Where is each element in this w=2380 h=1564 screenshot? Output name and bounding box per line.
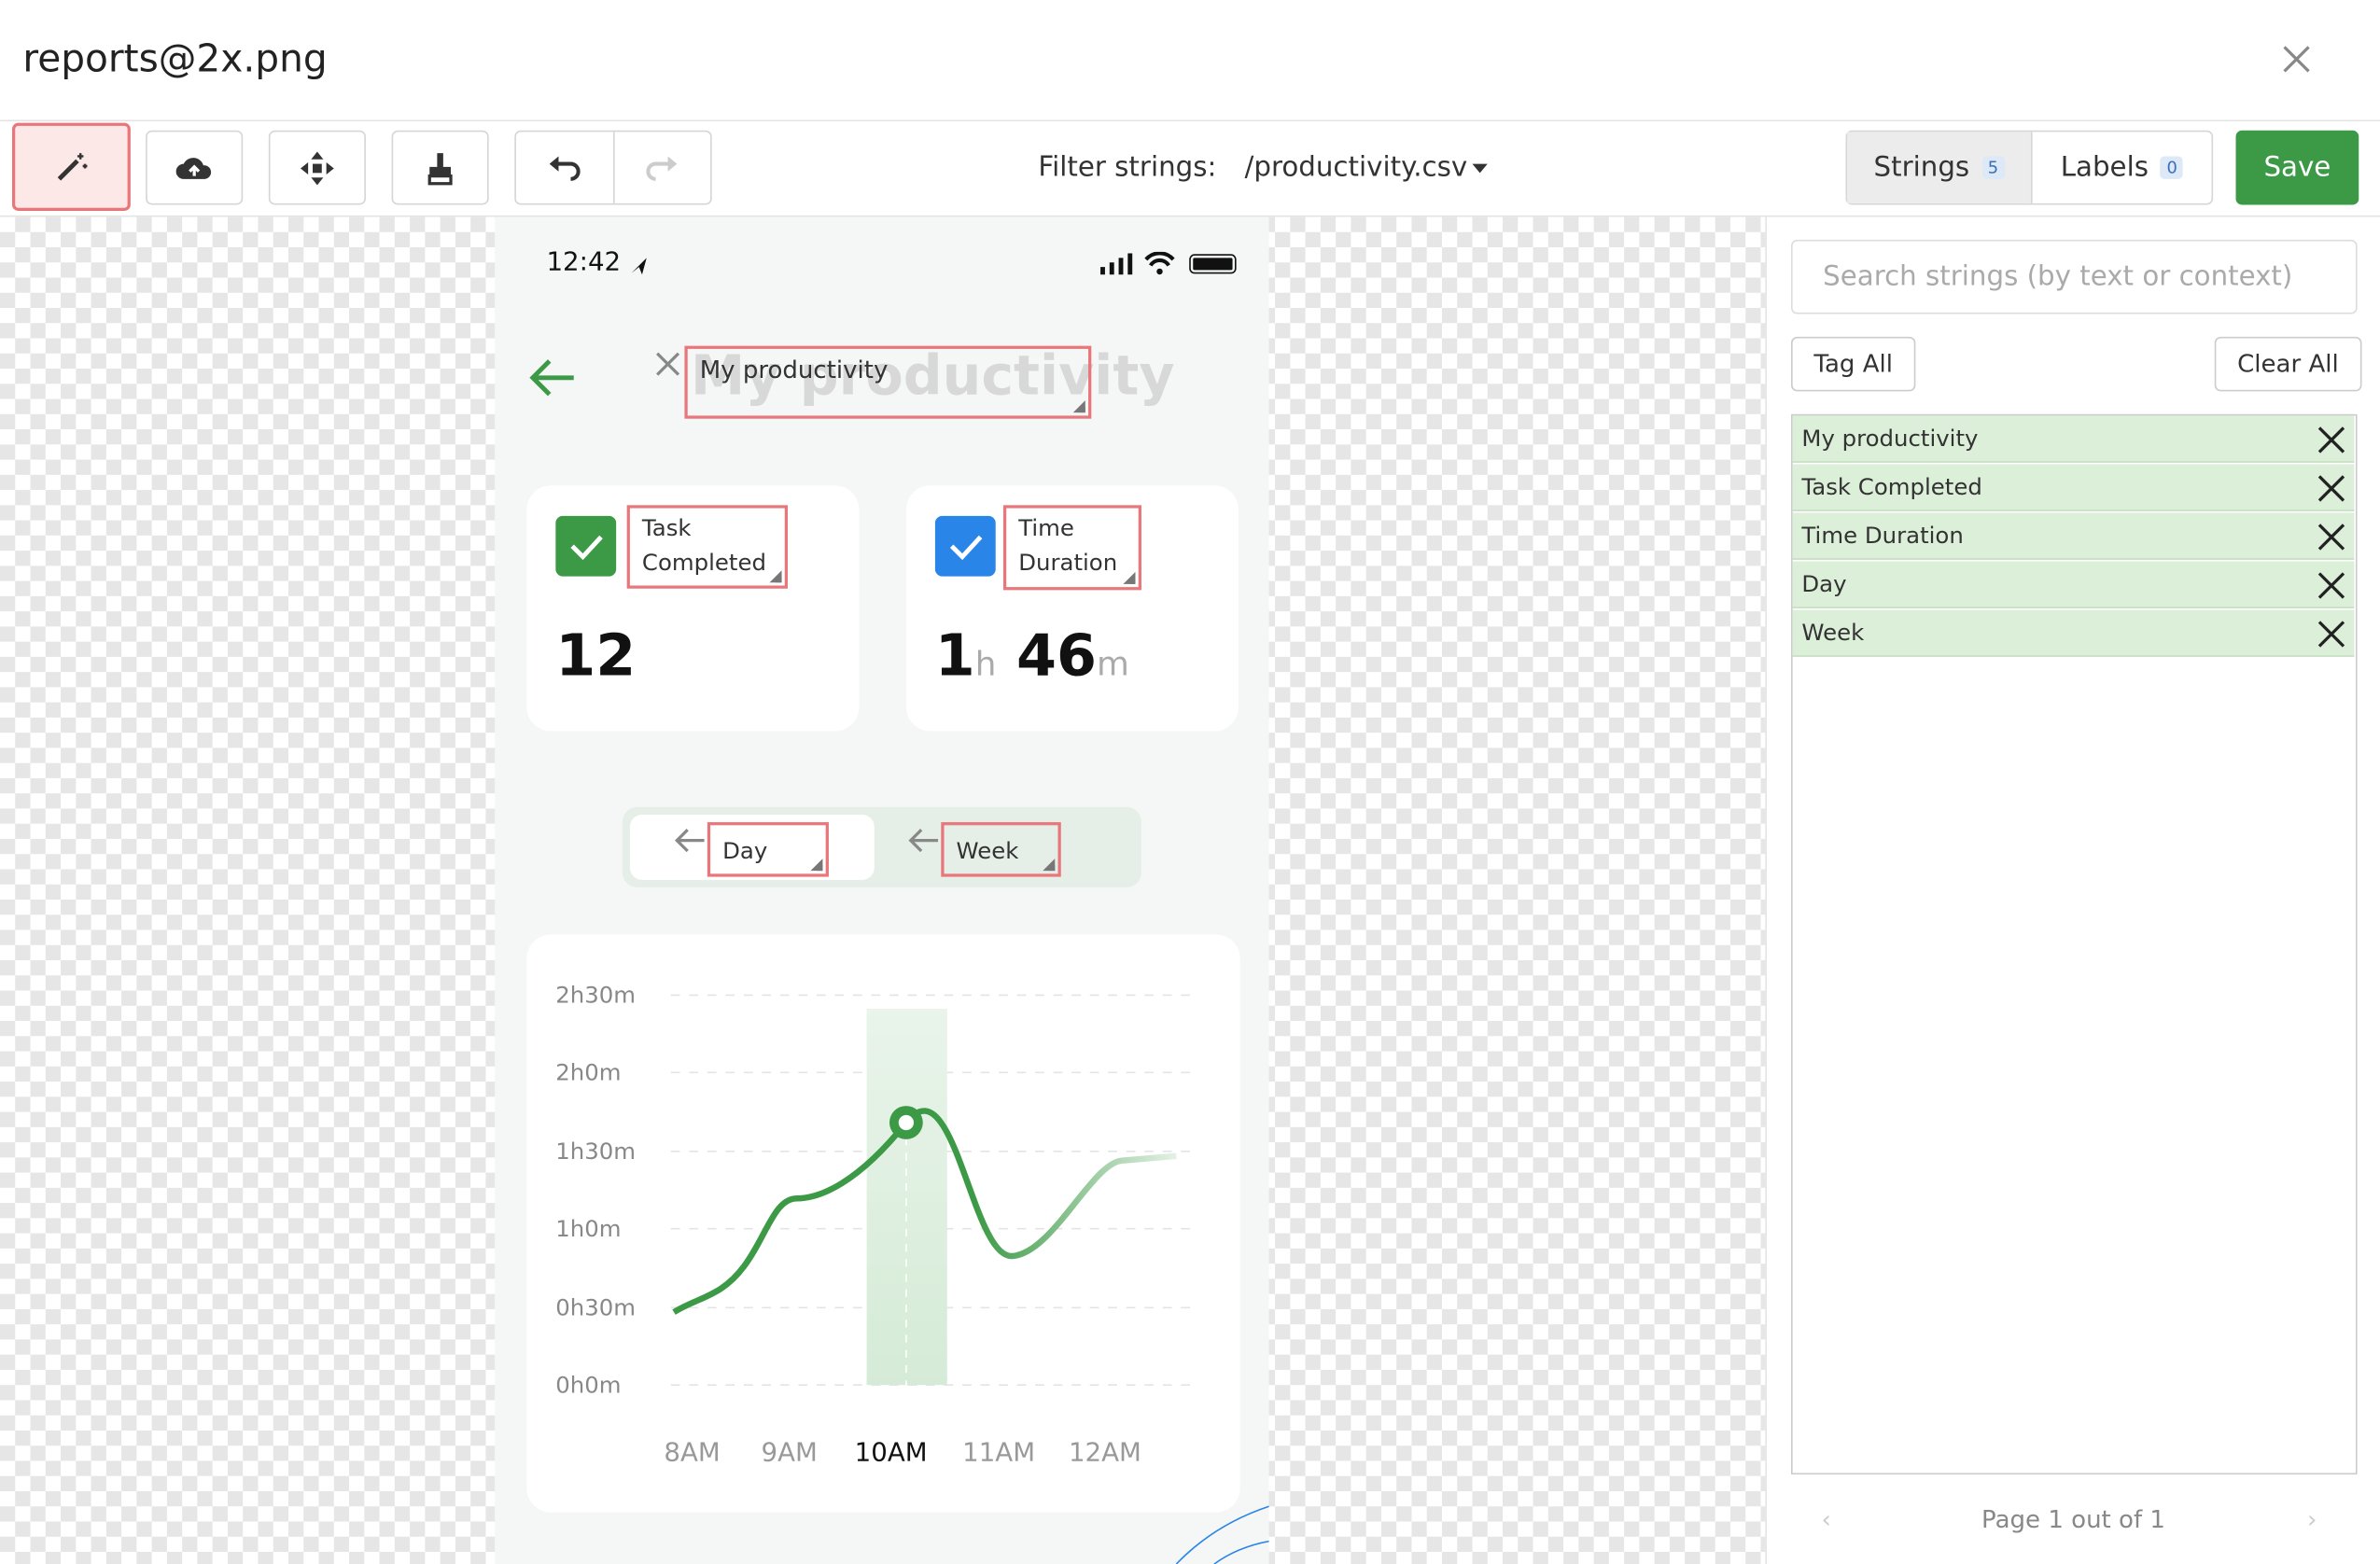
- string-row[interactable]: Day: [1792, 561, 2355, 608]
- duration: 1h 46m: [935, 622, 1129, 690]
- header-ghost: My productivity: [690, 345, 1175, 409]
- x-tick-label: 9AM: [761, 1438, 818, 1469]
- strings-list: [1791, 413, 2358, 1475]
- back-arrow[interactable]: [528, 358, 577, 398]
- tab-count: 5: [1981, 156, 2005, 179]
- remove-string[interactable]: [2317, 621, 2345, 648]
- caret: [1472, 163, 1488, 174]
- y-tick-label: 0h0m: [555, 1371, 622, 1399]
- labels-tab[interactable]: Labels 0: [2033, 132, 2212, 202]
- string-overlay[interactable]: Day: [707, 822, 829, 877]
- upload-button[interactable]: [146, 130, 244, 205]
- dialog-title: reports@2x.png: [22, 36, 328, 81]
- x-tick-label: 11AM: [962, 1438, 1036, 1469]
- check-green: [555, 515, 617, 577]
- minutes: 46: [1016, 621, 1098, 690]
- string-row[interactable]: Time Duration: [1792, 512, 2355, 560]
- hours: 1: [934, 621, 975, 690]
- string-row[interactable]: My productivity: [1792, 415, 2355, 463]
- check-blue: [934, 515, 996, 577]
- x-tick-label: 12AM: [1068, 1438, 1141, 1469]
- x-tick-label: 8AM: [664, 1438, 721, 1469]
- save-button[interactable]: Save: [2235, 130, 2359, 205]
- y-tick-label: 1h30m: [555, 1138, 637, 1166]
- string-overlay[interactable]: Time Duration: [1002, 505, 1141, 591]
- tab-count: 0: [2160, 156, 2184, 179]
- arrows: [675, 829, 939, 853]
- filter-label: Filter strings:: [1038, 151, 1217, 184]
- magic-button[interactable]: [12, 122, 131, 211]
- minutes-unit: m: [1097, 646, 1129, 685]
- x-tick-label: 10AM: [854, 1438, 928, 1469]
- y-tick-label: 0h30m: [555, 1293, 637, 1321]
- string-row[interactable]: Task Completed: [1792, 464, 2355, 511]
- close-button[interactable]: [2281, 44, 2312, 75]
- y-tick-label: 2h30m: [555, 981, 637, 1010]
- remove-overlay[interactable]: [654, 351, 681, 378]
- hours-unit: h: [974, 646, 997, 685]
- prev-page[interactable]: ‹: [1821, 1504, 1831, 1534]
- tag-all-button[interactable]: Tag All: [1791, 336, 1916, 392]
- redo-button[interactable]: [614, 152, 710, 183]
- pagination: Page 1 out of 1: [1981, 1504, 2165, 1534]
- y-tick-label: 1h0m: [555, 1215, 622, 1243]
- string-overlay[interactable]: Week: [941, 822, 1061, 877]
- move-button[interactable]: [268, 130, 366, 205]
- tabs: Strings 5 Labels 0: [1845, 130, 2214, 205]
- clear-all-button[interactable]: Clear All: [2214, 336, 2362, 392]
- clear-button[interactable]: [391, 130, 489, 205]
- next-page[interactable]: ›: [2306, 1504, 2317, 1534]
- undo-redo: [514, 130, 712, 205]
- filter-select[interactable]: /productivity.csv: [1244, 151, 1468, 184]
- toolbar: [0, 119, 2380, 217]
- string-row[interactable]: Week: [1792, 609, 2355, 657]
- task-count: 12: [555, 621, 637, 690]
- day-segment[interactable]: [629, 814, 875, 880]
- remove-string[interactable]: [2317, 524, 2345, 551]
- tab-label: Labels: [2060, 151, 2149, 184]
- search-input[interactable]: Search strings (by text or context): [1791, 239, 2358, 314]
- remove-string[interactable]: [2317, 475, 2345, 502]
- y-tick-label: 2h0m: [555, 1058, 622, 1086]
- remove-string[interactable]: [2317, 426, 2345, 454]
- strings-tab[interactable]: Strings 5: [1847, 132, 2033, 203]
- tab-label: Strings: [1873, 151, 1970, 184]
- remove-string[interactable]: [2317, 572, 2345, 599]
- status-time: 12:42: [546, 246, 622, 278]
- undo-button[interactable]: [516, 132, 614, 203]
- string-overlay[interactable]: Task Completed: [626, 505, 789, 589]
- string-overlay[interactable]: My productivity: [684, 345, 1092, 419]
- status-icons: [631, 251, 1237, 275]
